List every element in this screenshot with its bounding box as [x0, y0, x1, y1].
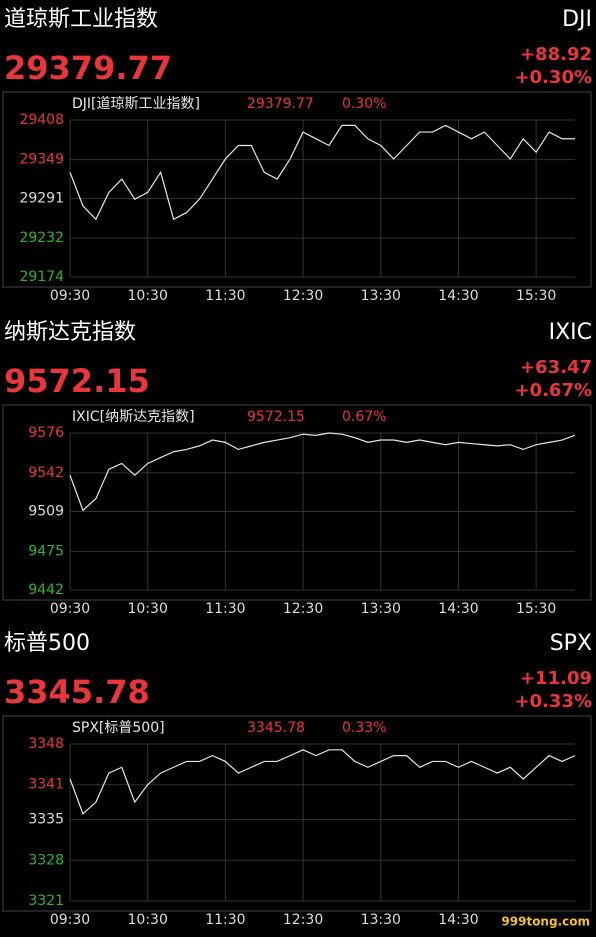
x-tick-label: 13:30: [361, 288, 401, 304]
price-line: [69, 749, 576, 815]
index-code: DJI: [562, 7, 592, 32]
y-tick-label: 3321: [28, 893, 64, 909]
legend-entry: SPX[标普500]: [72, 720, 165, 736]
index-name: 标普500: [4, 631, 90, 656]
y-tick-label: 3335: [28, 812, 64, 828]
index-code: IXIC: [549, 320, 592, 345]
index-change-pct: +0.30%: [514, 67, 592, 88]
legend-pct: 0.30%: [342, 96, 386, 112]
index-change-pct: +0.67%: [514, 380, 592, 401]
y-tick-label: 9542: [28, 465, 64, 481]
x-tick-label: 14:30: [438, 288, 478, 304]
y-tick-label: 3348: [28, 736, 64, 752]
x-tick-label: 09:30: [50, 288, 90, 304]
x-tick-label: 15:30: [516, 288, 556, 304]
x-tick-label: 13:30: [361, 912, 401, 928]
price-line: [69, 124, 575, 221]
price-line: [69, 432, 576, 512]
legend-entry: IXIC[纳斯达克指数]: [72, 409, 195, 425]
x-tick-label: 12:30: [283, 912, 323, 928]
index-price: 29379.77: [4, 49, 172, 87]
chart-frame: [2, 91, 592, 288]
index-change: +11.09: [520, 668, 592, 689]
x-tick-label: 14:30: [438, 912, 478, 928]
watermark: 999tong.com: [501, 915, 590, 929]
x-tick-label: 10:30: [128, 288, 168, 304]
y-tick-label: 3341: [28, 777, 64, 793]
chart-frame: [2, 404, 592, 601]
x-tick-label: 15:30: [516, 601, 556, 617]
legend-price: 9572.15: [247, 409, 305, 425]
index-code: SPX: [550, 631, 592, 656]
index-name: 纳斯达克指数: [4, 320, 136, 345]
x-tick-label: 09:30: [50, 601, 90, 617]
y-tick-label: 9509: [28, 504, 64, 520]
legend-pct: 0.33%: [342, 720, 386, 736]
y-tick-label: 29174: [19, 269, 64, 285]
y-tick-label: 29349: [19, 152, 64, 168]
legend-price: 29379.77: [247, 96, 314, 112]
index-change: +63.47: [520, 357, 592, 378]
legend-price: 3345.78: [247, 720, 305, 736]
y-tick-label: 9475: [28, 543, 64, 559]
chart-frame: [2, 715, 592, 912]
y-tick-label: 29232: [19, 230, 64, 246]
y-tick-label: 3328: [28, 852, 64, 868]
index-change-pct: +0.33%: [514, 691, 592, 712]
x-tick-label: 14:30: [438, 601, 478, 617]
index-price: 9572.15: [4, 362, 150, 400]
x-tick-label: 11:30: [205, 912, 245, 928]
y-tick-label: 29408: [19, 112, 64, 128]
legend-pct: 0.67%: [342, 409, 386, 425]
y-tick-label: 9442: [28, 582, 64, 598]
y-tick-label: 29291: [19, 191, 64, 207]
x-tick-label: 11:30: [205, 601, 245, 617]
x-tick-label: 09:30: [50, 912, 90, 928]
x-tick-label: 13:30: [361, 601, 401, 617]
index-name: 道琼斯工业指数: [4, 7, 158, 32]
x-tick-label: 12:30: [283, 601, 323, 617]
x-tick-label: 11:30: [205, 288, 245, 304]
x-tick-label: 12:30: [283, 288, 323, 304]
y-tick-label: 9576: [28, 425, 64, 441]
x-tick-label: 10:30: [128, 601, 168, 617]
legend-entry: DJI[道琼斯工业指数]: [72, 96, 200, 112]
index-price: 3345.78: [4, 673, 150, 711]
index-change: +88.92: [520, 44, 592, 65]
x-tick-label: 10:30: [128, 912, 168, 928]
